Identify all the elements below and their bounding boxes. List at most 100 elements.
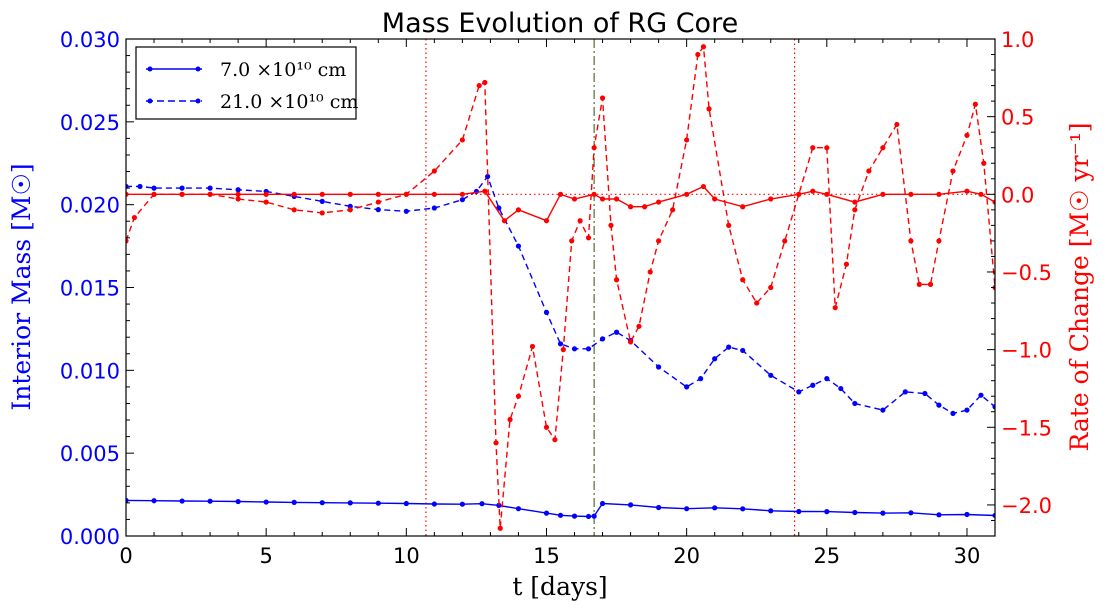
data-point: [591, 191, 597, 197]
data-point: [880, 407, 886, 413]
data-point: [207, 498, 213, 504]
data-point: [585, 513, 592, 520]
data-point: [291, 191, 297, 197]
x-tick-label: 5: [259, 544, 272, 568]
data-point: [557, 512, 564, 518]
data-point: [347, 191, 353, 197]
data-point: [151, 185, 157, 191]
data-point: [235, 196, 241, 202]
data-point: [627, 339, 634, 345]
data-point: [936, 238, 942, 244]
y-right-tick-label: −2.0: [1001, 494, 1052, 518]
data-point: [543, 424, 550, 430]
x-tick-label: 0: [119, 544, 132, 568]
data-point: [515, 207, 522, 213]
data-point: [700, 44, 707, 50]
series-line-right-dashed: [126, 44, 995, 529]
data-point: [992, 512, 995, 519]
data-point: [712, 505, 718, 511]
data-point: [768, 508, 774, 514]
data-point: [992, 199, 995, 205]
data-point: [740, 347, 746, 354]
data-point: [591, 513, 597, 519]
data-point: [726, 344, 732, 350]
data-point: [880, 145, 886, 151]
data-point: [768, 196, 774, 202]
data-point: [843, 261, 850, 267]
data-point: [608, 222, 614, 228]
y-right-tick-label: 0.0: [1001, 183, 1034, 207]
data-point: [375, 500, 381, 506]
y-right-tick-labels: −2.0 −1.5 −1.0 −0.5 0.0 0.5 1.0: [1001, 28, 1052, 518]
data-point: [497, 525, 503, 531]
y-right-tick-label: −1.0: [1001, 339, 1052, 363]
data-point: [319, 500, 325, 506]
data-point: [908, 510, 914, 516]
data-point: [796, 508, 802, 515]
data-point: [916, 281, 922, 287]
data-point: [126, 238, 129, 244]
data-point: [459, 197, 465, 203]
data-point: [698, 376, 704, 382]
data-point: [207, 185, 213, 191]
y-left-tick-label: 0.020: [60, 194, 120, 218]
data-point: [922, 390, 928, 397]
data-point: [880, 191, 886, 197]
data-point: [482, 188, 488, 194]
data-point: [950, 410, 956, 417]
data-point: [684, 137, 690, 143]
data-point: [459, 501, 465, 507]
data-point: [852, 207, 858, 213]
data-point: [852, 199, 858, 205]
data-point: [179, 185, 185, 191]
data-point: [543, 510, 550, 516]
axis-ticks: [125, 38, 996, 537]
data-point: [263, 499, 269, 505]
data-point: [902, 389, 908, 395]
data-point: [543, 309, 550, 315]
legend-marker: [147, 66, 153, 72]
data-point: [347, 207, 353, 213]
data-point: [151, 191, 157, 197]
data-point: [978, 392, 984, 398]
legend-marker: [195, 66, 201, 72]
data-point: [591, 145, 597, 151]
data-point: [585, 346, 592, 352]
data-point: [656, 364, 662, 370]
data-point: [782, 238, 788, 244]
data-point: [964, 188, 970, 194]
data-point: [207, 191, 213, 197]
data-point: [263, 191, 269, 197]
data-point: [880, 510, 886, 516]
data-point: [137, 183, 143, 190]
data-point: [319, 198, 325, 204]
data-point: [768, 284, 774, 291]
data-point: [515, 506, 522, 512]
data-point: [684, 191, 690, 197]
data-point: [235, 498, 241, 505]
chart-title: Mass Evolution of RG Core: [382, 8, 738, 39]
data-point: [347, 500, 353, 506]
x-tick-label: 30: [954, 544, 981, 568]
x-tick-labels: 0 5 10 15 20 25 30: [119, 544, 980, 568]
data-point: [936, 512, 942, 518]
data-point: [810, 188, 816, 194]
data-point: [431, 501, 437, 507]
data-point: [485, 173, 491, 180]
data-point: [577, 218, 583, 224]
x-tick-label: 10: [393, 544, 420, 568]
data-point: [126, 497, 129, 503]
data-point: [431, 191, 437, 197]
data-point: [291, 207, 297, 213]
data-point: [894, 121, 900, 128]
x-tick-label: 25: [813, 544, 840, 568]
data-point: [754, 300, 760, 306]
data-point: [496, 502, 502, 508]
data-point: [235, 191, 241, 197]
y-left-tick-label: 0.025: [60, 111, 120, 135]
data-point: [852, 400, 858, 407]
data-point: [479, 501, 485, 507]
data-point: [712, 196, 718, 202]
data-point: [796, 191, 802, 197]
y-left-tick-label: 0.030: [60, 28, 120, 52]
